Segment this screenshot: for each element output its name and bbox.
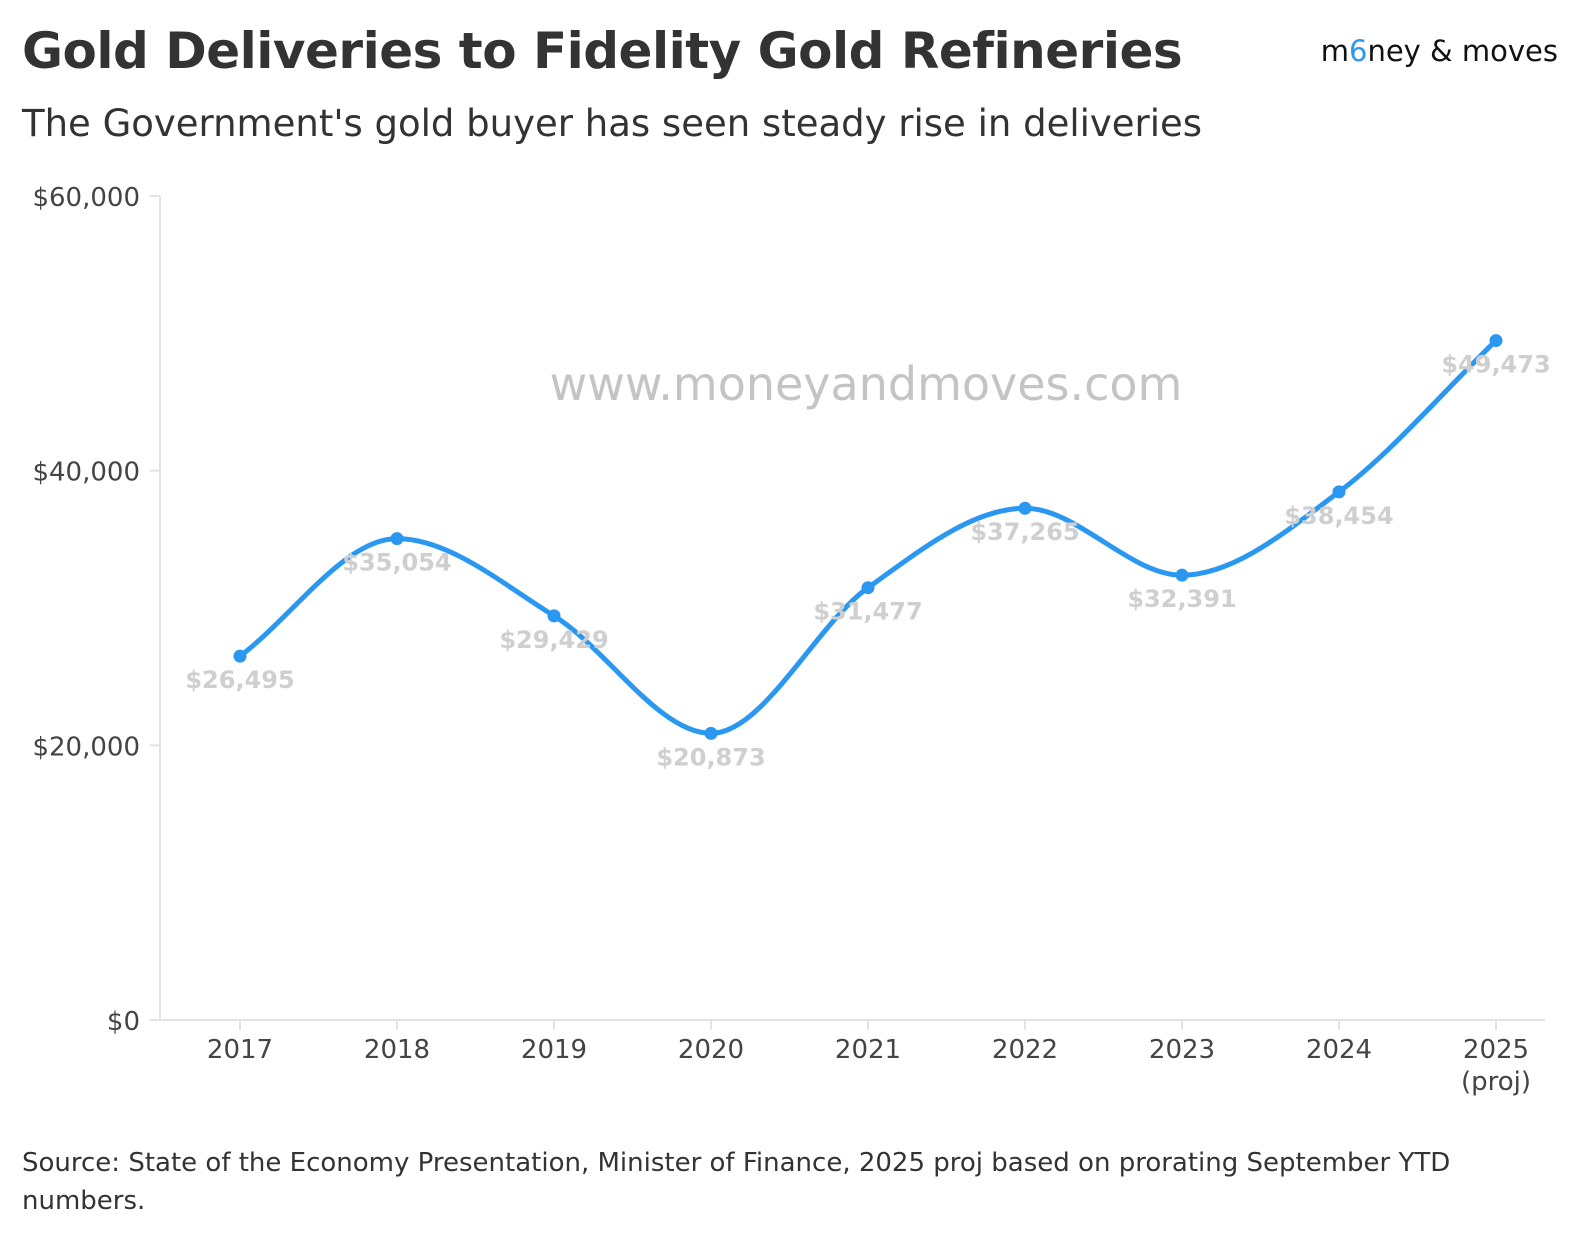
brand-logo-drop: 6: [1349, 34, 1368, 68]
brand-logo-left: m: [1320, 34, 1349, 68]
x-tick-label: 2024: [1306, 1035, 1372, 1065]
data-point: [704, 726, 718, 740]
data-point: [1332, 485, 1346, 499]
data-point: [233, 649, 247, 663]
x-tick-label: 2017: [207, 1035, 273, 1065]
data-label: $49,473: [1441, 351, 1550, 379]
x-tick-label: 2021: [835, 1035, 901, 1065]
data-point: [861, 581, 875, 595]
data-label: $29,429: [499, 626, 608, 654]
data-label: $20,873: [656, 743, 765, 771]
x-tick-label: 2025 (proj): [1461, 1035, 1531, 1097]
data-point: [1489, 334, 1503, 348]
data-label: $38,454: [1284, 502, 1393, 530]
x-tick-label: 2020: [678, 1035, 744, 1065]
x-tick-label: 2023: [1149, 1035, 1215, 1065]
y-tick-label: $20,000: [32, 732, 140, 762]
data-point: [390, 532, 404, 546]
y-tick-label: $60,000: [32, 183, 140, 213]
x-tick-label: 2018: [364, 1035, 430, 1065]
data-label: $37,265: [970, 518, 1079, 546]
source-footnote: Source: State of the Economy Presentatio…: [22, 1148, 1451, 1216]
y-axis: $0 $20,000 $40,000 $60,000: [32, 183, 161, 1037]
data-point: [1018, 501, 1032, 515]
data-label: $32,391: [1127, 585, 1236, 613]
x-axis: 2017 2018 2019 2020 2021 2022 2023 2024 2025 (pro…: [160, 1019, 1545, 1097]
data-point: [1175, 568, 1189, 582]
watermark: www.moneyandmoves.com: [550, 357, 1183, 411]
data-label: $35,054: [342, 549, 451, 577]
data-points: [233, 334, 1503, 740]
y-tick-label: $40,000: [32, 458, 140, 488]
data-labels: $26,495 $35,054 $29,429 $20,873 $31,477 $37,2…: [185, 351, 1550, 772]
chart-subtitle: The Government's gold buyer has seen ste…: [22, 102, 1203, 145]
brand-logo-right: ney & moves: [1367, 34, 1558, 68]
data-label: $26,495: [185, 666, 294, 694]
x-tick-label: 2019: [521, 1035, 587, 1065]
brand-logo: m6ney & moves: [1321, 34, 1558, 68]
data-label: $31,477: [813, 598, 922, 626]
data-point: [547, 609, 561, 623]
x-tick-label: 2022: [992, 1035, 1058, 1065]
chart-title: Gold Deliveries to Fidelity Gold Refiner…: [22, 22, 1183, 80]
y-tick-label: $0: [107, 1007, 140, 1037]
